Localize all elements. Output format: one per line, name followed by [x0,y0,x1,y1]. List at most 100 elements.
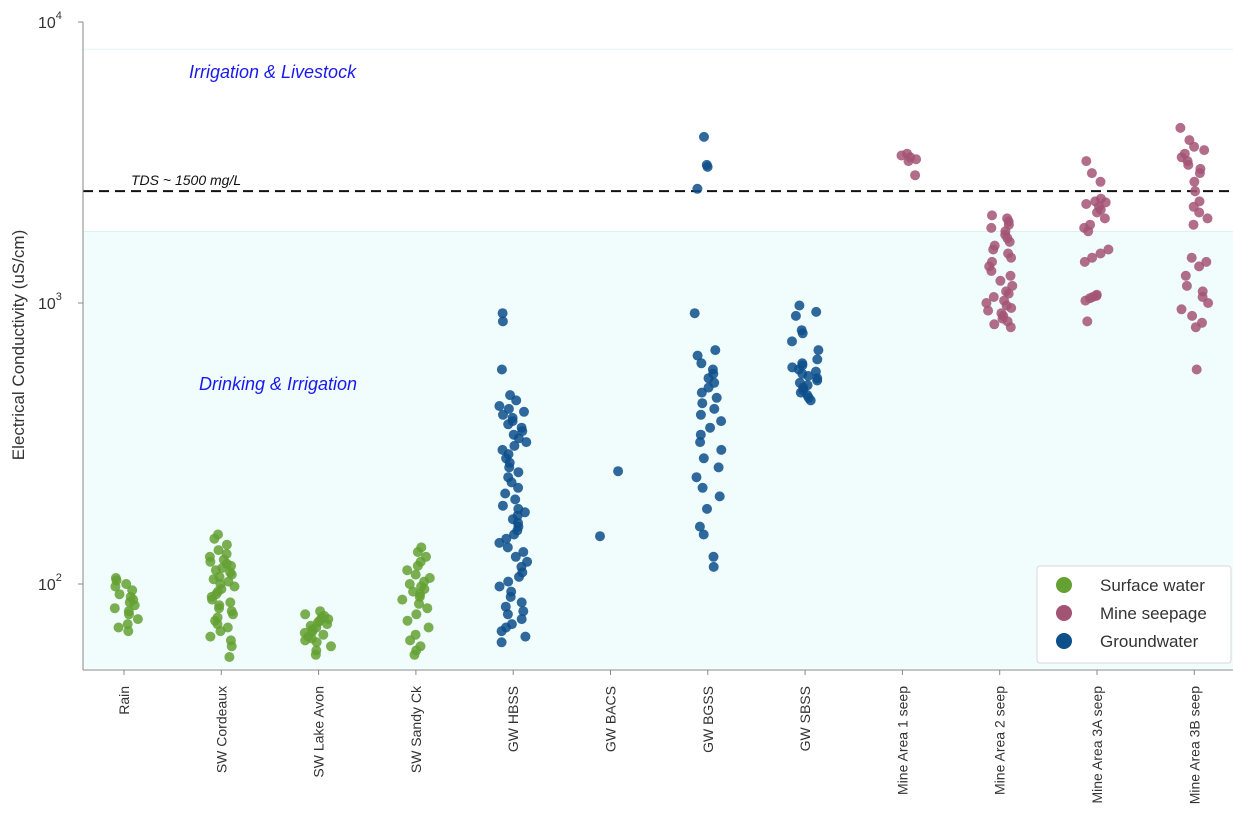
data-point [1189,177,1199,187]
data-point [494,401,504,411]
reference-line-label: TDS ~ 1500 mg/L [131,172,241,188]
data-point [506,587,516,597]
data-point [504,404,514,414]
data-point [1092,290,1102,300]
data-point [425,573,435,583]
data-point [227,606,237,616]
data-point [300,609,310,619]
data-point [1195,164,1205,174]
y-tick-label: 102 [38,572,62,594]
data-point [595,531,605,541]
data-point [697,398,707,408]
x-tick-label: SW Lake Avon [311,686,327,778]
data-point [509,430,519,440]
data-point [1087,168,1097,178]
data-point [497,365,507,375]
data-point [989,292,999,302]
data-point [1085,220,1095,230]
legend-marker [1056,605,1072,621]
data-point [114,623,124,633]
data-point [613,466,623,476]
data-point [1197,318,1207,328]
x-tick-label: Rain [116,686,132,715]
data-point [510,494,520,504]
zone-label: Drinking & Irrigation [199,374,357,394]
x-tick-label: GW SBSS [797,686,813,751]
data-point [505,390,515,400]
data-point [1203,213,1213,223]
data-point [1181,271,1191,281]
data-point [503,472,513,482]
data-point [1190,186,1200,196]
x-ticks: Rain SW Cordeaux SW Lake Avon SW Sandy Ck GW… [116,670,1202,804]
data-point [518,547,528,557]
y-axis-label: Electrical Conductivity (uS/cm) [9,230,28,461]
legend-marker [1056,633,1072,649]
data-point [1100,213,1110,223]
data-point [990,241,1000,251]
legend-label: Mine seepage [1100,604,1207,623]
data-point [500,489,510,499]
data-point [710,345,720,355]
data-point [513,504,523,514]
data-point [702,504,712,514]
data-point [213,530,223,540]
data-point [716,445,726,455]
data-point [518,606,528,616]
data-point [503,577,513,587]
data-point [1187,253,1197,263]
data-point [813,345,823,355]
y-ticks: 102103104 [38,10,83,594]
data-point [402,565,412,575]
data-point [1187,311,1197,321]
data-point [1184,135,1194,145]
data-point [812,354,822,364]
data-point [690,308,700,318]
data-point [692,472,702,482]
data-point [787,362,797,372]
x-tick-label: Mine Area 3B seep [1186,686,1202,805]
data-point [811,367,821,377]
data-point [326,641,336,651]
x-tick-label: Mine Area 1 seep [894,686,910,795]
data-point [1195,196,1205,206]
data-point [1180,149,1190,159]
legend: Surface water Mine seepage Groundwater [1037,566,1231,663]
y-tick-label: 104 [38,10,62,32]
data-point [405,579,415,589]
data-point [1192,365,1202,375]
legend-label: Groundwater [1100,632,1199,651]
data-point [987,210,997,220]
data-point [214,545,224,555]
data-point [715,491,725,501]
data-point [318,630,328,640]
data-point [699,132,709,142]
x-tick-label: GW HBSS [505,686,521,752]
data-point [222,540,232,550]
data-point [520,632,530,642]
data-point [416,542,426,552]
data-point [1199,145,1209,155]
data-point [223,623,233,633]
data-point [411,570,421,580]
data-point [1081,199,1091,209]
data-point [989,319,999,329]
data-point [501,602,511,612]
data-point [121,579,131,589]
data-point [693,351,703,361]
data-point [522,557,532,567]
data-point [1096,177,1106,187]
data-point [987,257,997,267]
data-point [1175,123,1185,133]
zone-label: Irrigation & Livestock [189,62,357,82]
data-point [705,423,715,433]
data-point [424,623,434,633]
x-tick-label: SW Cordeaux [213,686,229,773]
data-point [702,160,712,170]
x-tick-label: GW BACS [603,686,619,752]
data-point [902,149,912,159]
data-point [205,552,215,562]
data-point [507,619,517,629]
data-point [224,652,234,662]
